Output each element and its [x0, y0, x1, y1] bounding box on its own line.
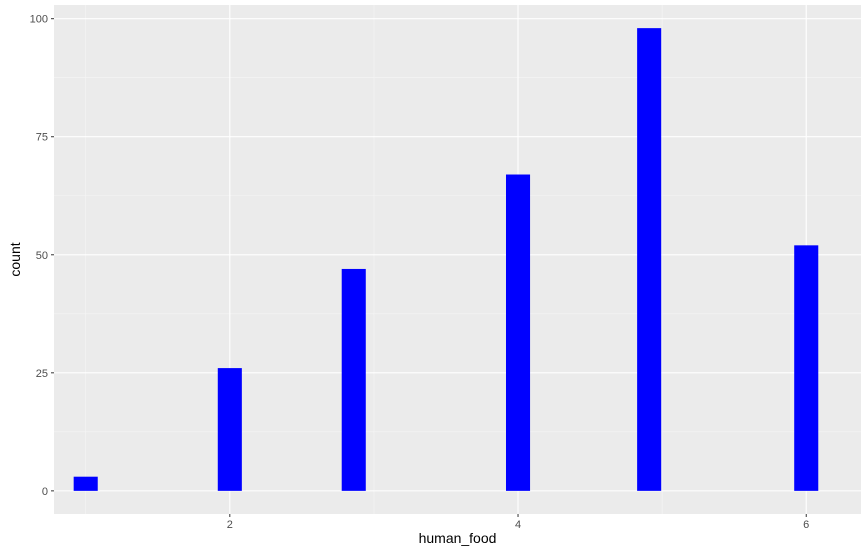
minor-gridlines — [54, 5, 861, 514]
y-axis: 0 25 50 75 100 — [30, 14, 54, 498]
x-axis: 2 4 6 — [227, 514, 809, 531]
y-tick-label: 75 — [36, 132, 48, 144]
bar — [637, 28, 662, 491]
bar — [505, 174, 531, 491]
bar — [794, 245, 819, 491]
y-tick-label: 50 — [36, 250, 48, 262]
x-tick-label: 4 — [515, 519, 521, 531]
bar — [341, 268, 366, 491]
bar — [73, 476, 98, 491]
y-tick-label: 100 — [30, 14, 48, 26]
y-axis-title: count — [7, 242, 23, 276]
x-axis-title: human_food — [419, 530, 497, 546]
plot-panel — [54, 5, 861, 514]
bar — [217, 368, 242, 491]
y-tick-label: 0 — [42, 486, 48, 498]
bars — [73, 28, 819, 491]
y-tick-label: 25 — [36, 368, 48, 380]
x-tick-label: 6 — [803, 519, 809, 531]
x-tick-label: 2 — [227, 519, 233, 531]
